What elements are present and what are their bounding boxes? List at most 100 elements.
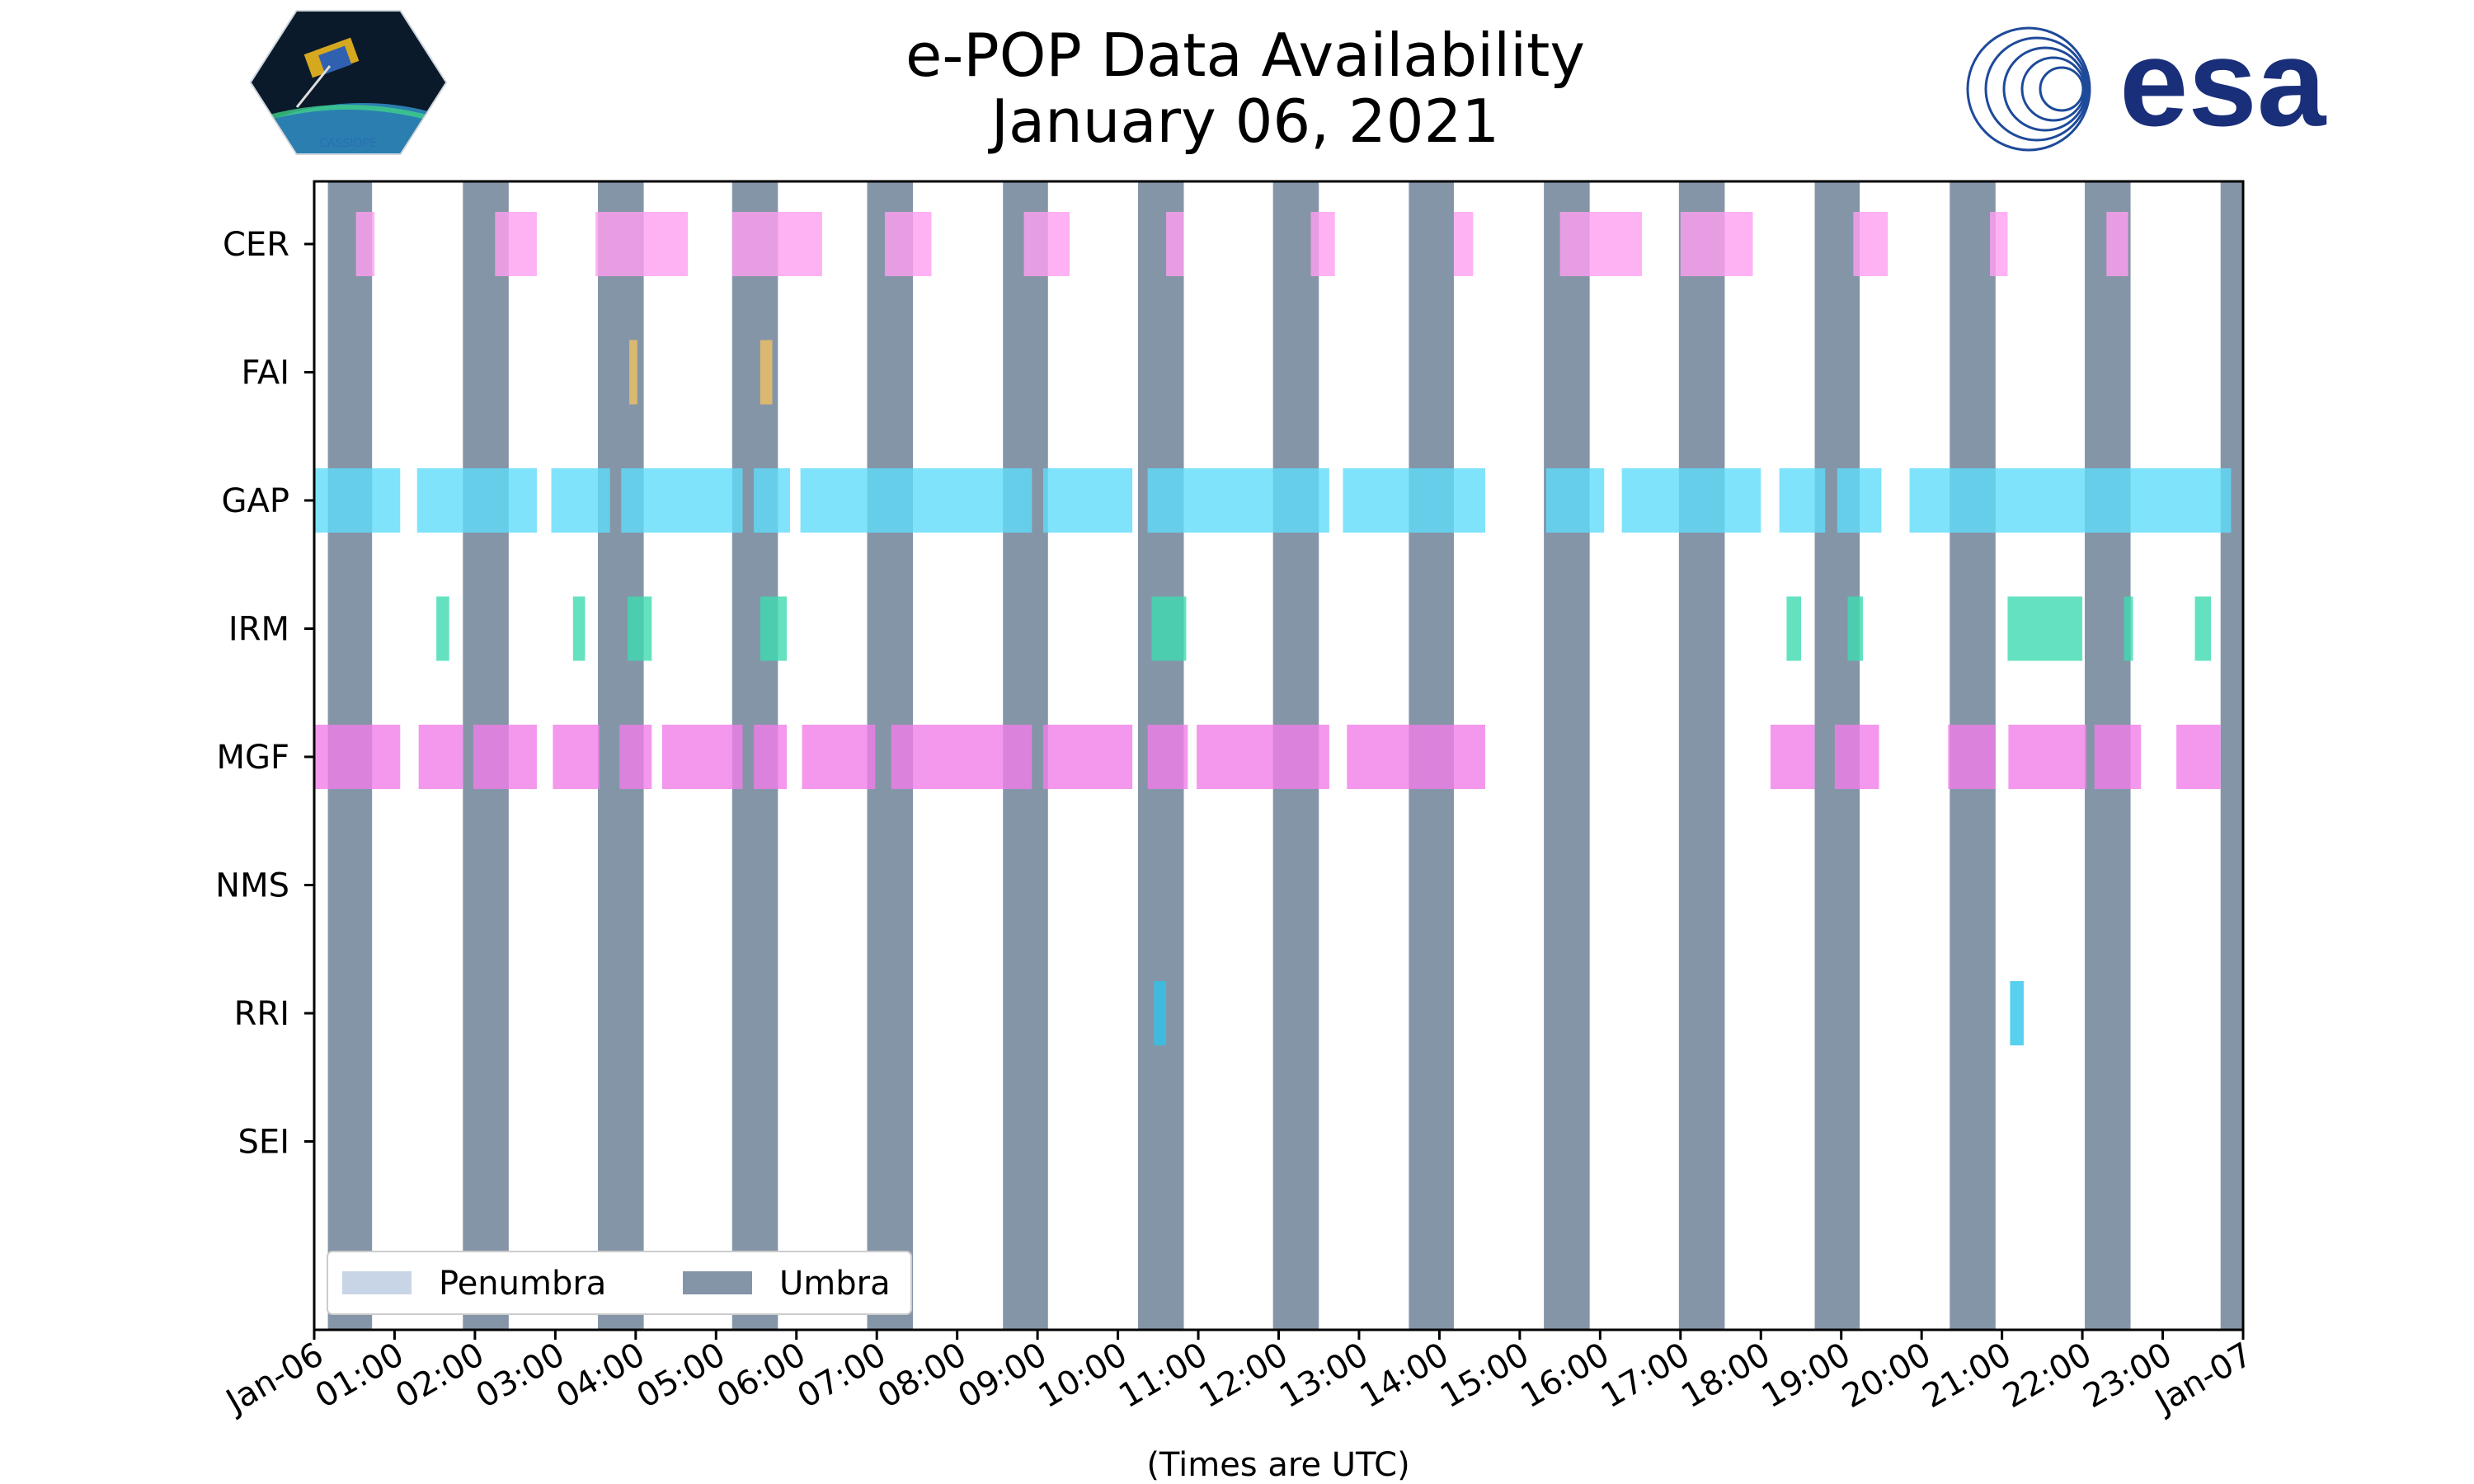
x-tick-label: 10:00 [1032, 1336, 1134, 1416]
bar-mgf [2176, 725, 2221, 789]
bar-gap [1837, 468, 1882, 533]
bar-irm [573, 597, 586, 661]
bar-irm [760, 597, 787, 661]
esa-swirl-icon [1968, 28, 2090, 150]
bar-cer [1990, 212, 2007, 276]
y-tick-label: FAI [242, 355, 290, 392]
bar-mgf [662, 725, 742, 789]
x-tick-label: 18:00 [1675, 1336, 1776, 1416]
bar-gap [1043, 468, 1132, 533]
bar-cer [356, 212, 374, 276]
bar-mgf [1948, 725, 1996, 789]
bar-cer [1166, 212, 1183, 276]
x-tick-label: 17:00 [1595, 1336, 1696, 1416]
bar-gap [1622, 468, 1761, 533]
legend-label-umbra: Umbra [779, 1265, 891, 1303]
x-tick-label: 20:00 [1836, 1336, 1937, 1416]
bar-gap [1910, 468, 2232, 533]
bar-gap [754, 468, 790, 533]
bar-fai [629, 340, 637, 405]
bar-gap [621, 468, 742, 533]
umbra-band [2221, 181, 2243, 1330]
bar-gap [314, 468, 400, 533]
bar-gap [1546, 468, 1604, 533]
bar-mgf [2095, 725, 2142, 789]
x-tick-label: 04:00 [550, 1336, 651, 1416]
esa-logo: esa [1968, 13, 2327, 152]
bar-gap [417, 468, 537, 533]
y-tick-label: GAP [222, 482, 289, 520]
chart-title-line1: e-POP Data Availability [905, 21, 1585, 90]
y-tick-label: CER [223, 226, 289, 264]
bar-gap [1343, 468, 1485, 533]
bar-mgf [1197, 725, 1329, 789]
bar-irm [628, 597, 651, 661]
bar-gap [1780, 468, 1826, 533]
y-tick-label: MGF [216, 739, 289, 777]
bar-irm [2007, 597, 2082, 661]
x-tick-label: 19:00 [1756, 1336, 1857, 1416]
x-tick-label: 09:00 [952, 1336, 1053, 1416]
bar-mgf [553, 725, 600, 789]
bar-gap [801, 468, 1032, 533]
bar-irm [2124, 597, 2133, 661]
x-tick-label: 22:00 [1997, 1336, 2098, 1416]
bar-irm [2195, 597, 2211, 661]
legend-swatch-umbra [683, 1271, 752, 1294]
bar-irm [1848, 597, 1864, 661]
bar-cer [1560, 212, 1642, 276]
bar-mgf [802, 725, 876, 789]
x-tick-label: 08:00 [872, 1336, 973, 1416]
bar-cer [1024, 212, 1070, 276]
x-tick-label: Jan-06 [218, 1336, 330, 1422]
bar-cer [2106, 212, 2128, 276]
umbra-band [1544, 181, 1590, 1330]
bar-mgf [1043, 725, 1132, 789]
chart: e-POP Data Availability January 06, 2021… [0, 0, 2474, 1484]
bar-mgf [1347, 725, 1485, 789]
x-axis: Jan-0601:0002:0003:0004:0005:0006:0007:0… [218, 1330, 2259, 1422]
y-tick-label: SEI [238, 1124, 289, 1162]
bar-cer [732, 212, 822, 276]
cassiope-logo-text: CASSIOPE [319, 137, 377, 150]
bar-cer [595, 212, 688, 276]
y-tick-label: IRM [228, 611, 289, 649]
x-tick-label: 11:00 [1112, 1336, 1214, 1416]
x-tick-label: 02:00 [389, 1336, 491, 1416]
legend-swatch-penumbra [342, 1271, 412, 1294]
chart-title-line2: January 06, 2021 [988, 87, 1499, 156]
bar-rri [2010, 981, 2024, 1045]
bar-irm [436, 597, 449, 661]
bar-gap [1148, 468, 1329, 533]
x-tick-label: 05:00 [630, 1336, 731, 1416]
x-tick-label: 01:00 [309, 1336, 411, 1416]
umbra-band [1679, 181, 1725, 1330]
x-tick-label: 06:00 [711, 1336, 812, 1416]
bar-cer [1310, 212, 1334, 276]
bar-fai [760, 340, 773, 405]
legend-label-penumbra: Penumbra [439, 1265, 606, 1303]
bar-mgf [891, 725, 1032, 789]
bar-mgf [2008, 725, 2086, 789]
bar-irm [1786, 597, 1801, 661]
x-tick-label: 16:00 [1514, 1336, 1616, 1416]
x-tick-label: 14:00 [1354, 1336, 1456, 1416]
bar-mgf [754, 725, 787, 789]
bar-mgf [1835, 725, 1879, 789]
bar-gap [552, 468, 610, 533]
bar-irm [1152, 597, 1187, 661]
x-axis-label: (Times are UTC) [1146, 1446, 1409, 1484]
bar-mgf [314, 725, 400, 789]
bar-mgf [419, 725, 463, 789]
bar-cer [1454, 212, 1473, 276]
bar-cer [495, 212, 537, 276]
y-tick-label: NMS [215, 867, 289, 905]
x-tick-label: 12:00 [1193, 1336, 1295, 1416]
bar-cer [1681, 212, 1753, 276]
x-tick-label: 03:00 [470, 1336, 571, 1416]
esa-logo-text: esa [2119, 13, 2327, 152]
bar-mgf [1148, 725, 1188, 789]
bar-rri [1154, 981, 1166, 1045]
y-axis: CER FAI GAP IRM MGF NMS RRI SEI [215, 226, 314, 1162]
bar-mgf [473, 725, 537, 789]
